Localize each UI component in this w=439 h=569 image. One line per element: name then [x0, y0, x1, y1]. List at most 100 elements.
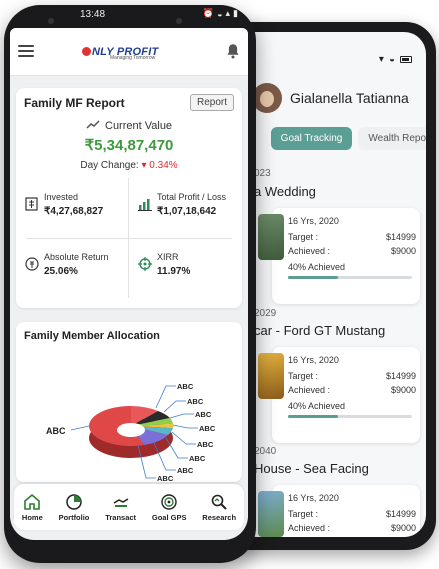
- hamburger-menu-icon[interactable]: [18, 45, 34, 57]
- metric-absolute-return: Absolute Return 25.06%: [16, 240, 129, 298]
- tab-label: Transact: [105, 512, 137, 522]
- goal-progress-fill: [288, 415, 338, 418]
- investment-icon: [25, 197, 38, 211]
- goal-tabs: orts Goal Tracking Wealth Repor: [248, 124, 426, 152]
- alarm-icon: ⏰: [202, 8, 215, 18]
- sensor-icon: [176, 18, 182, 24]
- goal-card[interactable]: 16 Yrs, 2020 Target : $14999 Achieved : $9…: [258, 208, 420, 304]
- portfolio-icon: [66, 493, 82, 510]
- goal-title: a Wedding: [254, 184, 316, 199]
- allocation-donut-chart: ABC ABC ABC ABC ABC ABC ABC ABC ABC: [46, 382, 216, 482]
- wifi-icon: ◒: [217, 8, 223, 19]
- user-name: Gialanella Tatianna: [290, 90, 409, 106]
- goal-progress-label: 40% Achieved: [288, 262, 346, 272]
- tab-label: Home: [21, 512, 43, 522]
- goal-image: [258, 353, 284, 399]
- report-button[interactable]: Report: [189, 94, 234, 111]
- tab-goal-gps[interactable]: Goal GPS: [151, 493, 187, 522]
- notification-bell-icon[interactable]: [224, 42, 242, 60]
- day-change-value: ▾ 0.34%: [141, 160, 178, 171]
- allocation-label: ABC: [195, 410, 212, 419]
- signal-icon: ▴: [225, 8, 231, 18]
- back-phone-screen: ▾ ◒ Gialanella Tatianna orts Goal Tracki…: [248, 32, 426, 537]
- battery-icon: [400, 56, 412, 63]
- status-icons: ⏰ ◒ ▴ ▮: [203, 8, 238, 19]
- avatar[interactable]: [252, 83, 282, 113]
- allocation-label: ABC: [177, 382, 194, 391]
- tab-transact[interactable]: Transact: [105, 493, 136, 522]
- tab-home[interactable]: Home: [22, 493, 43, 522]
- goal-year: 2029: [254, 308, 277, 319]
- family-allocation-card: Family Member Allocation: [16, 322, 242, 482]
- logo-tagline: Managing Tomorrow: [110, 55, 156, 61]
- metric-total-profit-loss: Total Profit / Loss ₹1,07,18,642: [129, 180, 242, 238]
- home-icon: [24, 493, 41, 510]
- bottom-tab-bar: Home Portfolio Transact Goal GPS Researc…: [14, 484, 244, 530]
- goal-title: House - Sea Facing: [254, 461, 369, 476]
- trend-icon: [86, 120, 100, 129]
- metric-label: XIRR: [157, 252, 179, 262]
- goal-achieved: Achieved : $9000: [288, 385, 416, 395]
- allocation-label: ABC: [46, 426, 66, 436]
- goal-progress-label: 40% Achieved: [288, 401, 346, 411]
- card-title: Family Member Allocation: [24, 330, 160, 342]
- tab-research[interactable]: Research: [202, 493, 236, 522]
- allocation-label: ABC: [189, 454, 206, 463]
- goal-gps-icon: [161, 493, 177, 510]
- allocation-label: ABC: [177, 466, 194, 475]
- profile-header: Gialanella Tatianna: [248, 78, 426, 118]
- logo-text: NLY PROFIT: [92, 46, 159, 58]
- tab-label: Goal GPS: [151, 512, 187, 522]
- divider: [26, 238, 232, 239]
- signal-icon: ▾: [378, 54, 384, 65]
- allocation-label: ABC: [187, 397, 204, 406]
- goal-progress-bar: [288, 276, 412, 279]
- current-value: ₹5,34,87,470: [84, 137, 174, 154]
- metric-value: 11.97%: [157, 266, 191, 277]
- wifi-icon: ◒: [388, 54, 395, 65]
- return-icon: [25, 257, 39, 271]
- metric-xirr: XIRR 11.97%: [129, 240, 242, 298]
- goal-year: 023: [254, 168, 271, 179]
- metric-label: Total Profit / Loss: [157, 192, 227, 202]
- allocation-label: ABC: [199, 424, 216, 433]
- goal-target: Target : $14999: [288, 232, 416, 242]
- donut-slice: [131, 411, 170, 426]
- metric-value: ₹1,07,18,642: [157, 206, 217, 217]
- donut-slice: [131, 418, 173, 426]
- family-mf-report-card: Family MF Report Report Current Value ₹5…: [16, 88, 242, 308]
- research-icon: [211, 494, 227, 510]
- goal-card[interactable]: 16 Yrs, 2020 Target : $14999 Achieved : $9…: [258, 485, 420, 537]
- tab-label: Research: [202, 512, 237, 522]
- donut-slice: [131, 406, 158, 426]
- donut-hole: [117, 423, 145, 437]
- battery-icon: ▮: [233, 8, 238, 18]
- metric-invested: Invested ₹4,27,68,827: [16, 180, 129, 238]
- goal-target: Target : $14999: [288, 371, 416, 381]
- metric-label: Invested: [44, 192, 79, 202]
- goal-card[interactable]: 16 Yrs, 2020 Target : $14999 Achieved : $9…: [258, 347, 420, 443]
- metric-label: Absolute Return: [44, 252, 109, 262]
- metric-value: ₹4,27,68,827: [44, 206, 104, 217]
- target-icon: [138, 257, 152, 271]
- tab-goal-tracking[interactable]: Goal Tracking: [270, 126, 353, 150]
- tab-label: Portfolio: [58, 512, 90, 522]
- goal-title: car - Ford GT Mustang: [254, 323, 386, 338]
- goal-achieved: Achieved : $9000: [288, 246, 416, 256]
- goal-image: [258, 491, 284, 537]
- goal-image: [258, 214, 284, 260]
- goal-achieved: Achieved : $9000: [288, 523, 416, 533]
- logo: NLY PROFIT Managing Tomorrow: [82, 42, 182, 64]
- goal-duration: 16 Yrs, 2020: [288, 493, 339, 503]
- donut-slice: [89, 406, 131, 426]
- bar-chart-icon: [138, 199, 152, 211]
- transact-icon: [113, 497, 129, 507]
- tab-wealth-report[interactable]: Wealth Repor: [358, 126, 426, 150]
- goal-progress-bar: [288, 415, 412, 418]
- tab-portfolio[interactable]: Portfolio: [58, 493, 90, 522]
- camera-icon: [48, 18, 54, 24]
- card-title: Family MF Report: [24, 96, 125, 110]
- current-value-label: Current Value: [16, 120, 242, 132]
- front-phone-screen: NLY PROFIT Managing Tomorrow Family MF R…: [10, 28, 248, 540]
